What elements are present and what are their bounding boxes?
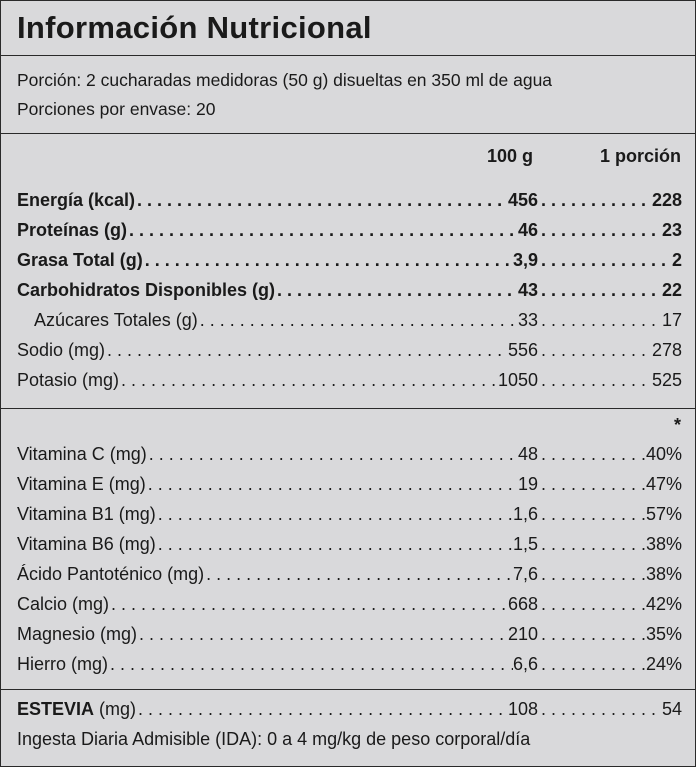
value-100g: 1,5 <box>512 534 538 554</box>
value-portion: 38% <box>645 564 682 584</box>
vitamin-row: Hierro (mg) 6,6 24% <box>1 649 695 679</box>
macro-row: Sodio (mg) 556 278 <box>1 335 695 365</box>
daily-value-asterisk: * <box>673 415 681 435</box>
value-portion: 57% <box>645 504 682 524</box>
macro-row: Grasa Total (g) 3,9 2 <box>1 245 695 275</box>
value-portion: 22 <box>661 280 682 300</box>
macro-row: Potasio (mg) 1050 525 <box>1 365 695 395</box>
value-100g: 556 <box>507 340 538 360</box>
value-portion: 24% <box>645 654 682 674</box>
vitamin-row: Vitamina B1 (mg) 1,6 57% <box>1 499 695 529</box>
macro-row: Carbohidratos Disponibles (g) 43 22 <box>1 275 695 305</box>
vitamin-row: Ácido Pantoténico (mg) 7,6 38% <box>1 559 695 589</box>
serving-info: Porción: 2 cucharadas medidoras (50 g) d… <box>1 56 695 134</box>
nutrient-label: Potasio (mg) <box>17 370 120 390</box>
macro-row: Energía (kcal) 456 228 <box>1 185 695 215</box>
column-header-100g: 100 g <box>486 146 533 166</box>
value-portion: 228 <box>651 190 682 210</box>
value-100g: 48 <box>517 444 538 464</box>
value-portion: 47% <box>645 474 682 494</box>
nutrient-label: Magnesio (mg) <box>17 624 138 644</box>
servings-per-container-text: Porciones por envase: 20 <box>17 99 216 119</box>
vitamin-row: Vitamina B6 (mg) 1,5 38% <box>1 529 695 559</box>
value-100g: 3,9 <box>512 250 538 270</box>
value-portion: 38% <box>645 534 682 554</box>
vitamin-row: Vitamina E (mg) 19 47% <box>1 469 695 499</box>
macros-section: 100 g 1 porción Energía (kcal) 456 228 Prot… <box>1 134 695 409</box>
nutrient-label: Sodio (mg) <box>17 340 106 360</box>
value-100g: 456 <box>507 190 538 210</box>
value-100g: 43 <box>517 280 538 300</box>
stevia-value-portion: 54 <box>661 699 682 719</box>
value-portion: 23 <box>661 220 682 240</box>
vitamins-section: * Vitamina C (mg) 48 40% Vitamina E (mg) 19 4… <box>1 409 695 690</box>
column-headers: 100 g 1 porción <box>1 134 695 181</box>
value-portion: 40% <box>645 444 682 464</box>
value-portion: 35% <box>645 624 682 644</box>
nutrient-label: Azúcares Totales (g) <box>34 310 198 330</box>
stevia-label-unit: (mg) <box>94 699 137 719</box>
serving-size-text: Porción: 2 cucharadas medidoras (50 g) d… <box>17 70 553 90</box>
value-100g: 1,6 <box>512 504 538 524</box>
value-portion: 2 <box>671 250 682 270</box>
nutrient-label: Vitamina E (mg) <box>17 474 146 494</box>
nutrient-label: Vitamina B1 (mg) <box>17 504 156 524</box>
macro-row: Proteínas (g) 46 23 <box>1 215 695 245</box>
value-100g: 19 <box>517 474 538 494</box>
vitamins-list: Vitamina C (mg) 48 40% Vitamina E (mg) 19 47%… <box>1 439 695 689</box>
macros-list: Energía (kcal) 456 228 Proteínas (g) 46 23 Gra… <box>1 181 695 408</box>
nutrient-label: Ácido Pantoténico (mg) <box>17 564 205 584</box>
value-100g: 33 <box>517 310 538 330</box>
stevia-label-bold: ESTEVIA <box>17 699 95 719</box>
stevia-row: ESTEVIA (mg) 108 54 <box>1 694 695 724</box>
value-portion: 278 <box>651 340 682 360</box>
vitamin-row: Vitamina C (mg) 48 40% <box>1 439 695 469</box>
value-100g: 668 <box>507 594 538 614</box>
nutrient-label: Hierro (mg) <box>17 654 109 674</box>
column-header-portion: 1 porción <box>599 146 681 166</box>
sweetener-section: ESTEVIA (mg) 108 54 Ingesta Diaria Admis… <box>1 690 695 754</box>
value-portion: 42% <box>645 594 682 614</box>
nutrient-label: Grasa Total (g) <box>17 250 143 270</box>
nutrient-label: Vitamina C (mg) <box>17 444 147 464</box>
value-portion: 17 <box>661 310 682 330</box>
value-100g: 7,6 <box>512 564 538 584</box>
macro-row: Azúcares Totales (g) 33 17 <box>1 305 695 335</box>
nutrient-label: Energía (kcal) <box>17 190 136 210</box>
panel-title: Información Nutricional <box>1 1 695 56</box>
value-100g: 1050 <box>497 370 538 390</box>
nutrient-label: Calcio (mg) <box>17 594 110 614</box>
value-100g: 46 <box>517 220 538 240</box>
value-100g: 210 <box>507 624 538 644</box>
daily-value-marker-row: * <box>1 409 695 439</box>
nutrient-label: Carbohidratos Disponibles (g) <box>17 280 276 300</box>
vitamin-row: Calcio (mg) 668 42% <box>1 589 695 619</box>
value-portion: 525 <box>651 370 682 390</box>
value-100g: 6,6 <box>512 654 538 674</box>
vitamin-row: Magnesio (mg) 210 35% <box>1 619 695 649</box>
stevia-value-100g: 108 <box>507 699 538 719</box>
nutrient-label: Vitamina B6 (mg) <box>17 534 156 554</box>
nutrient-label: Proteínas (g) <box>17 220 128 240</box>
ida-note: Ingesta Diaria Admisible (IDA): 0 a 4 mg… <box>17 729 531 749</box>
